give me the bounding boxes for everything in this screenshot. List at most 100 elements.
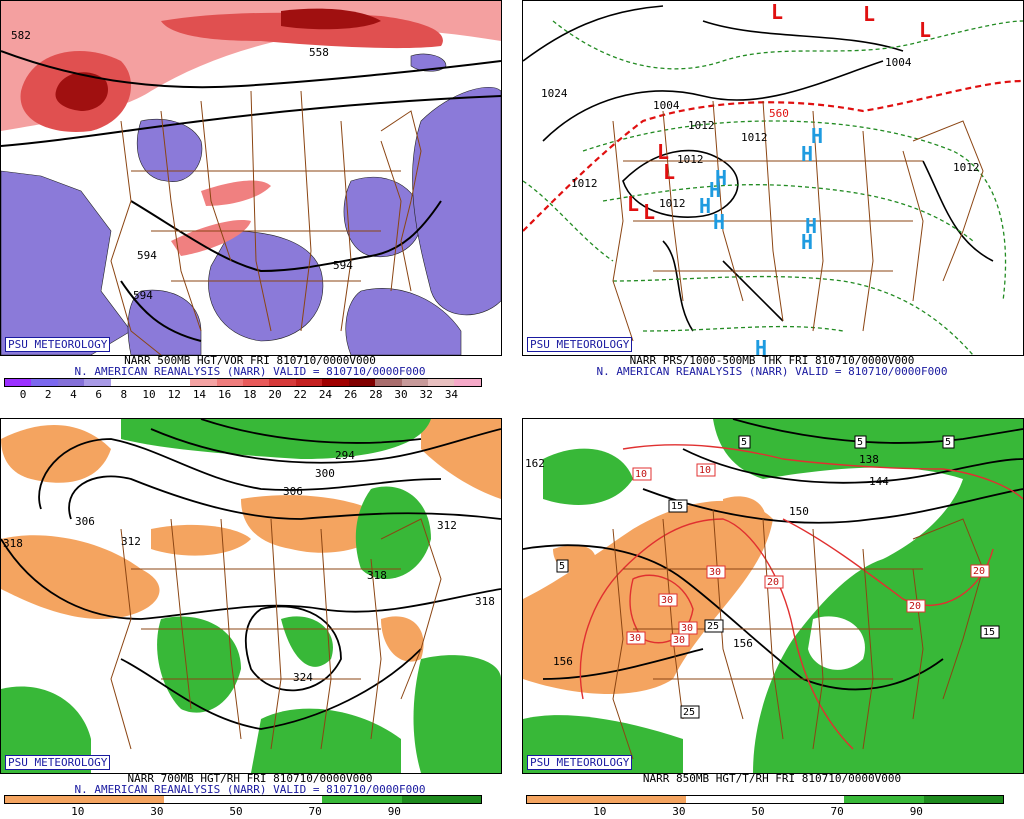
colorbar-swatch <box>110 379 138 386</box>
state-boundaries <box>110 90 422 355</box>
thickness-label: 560 <box>769 107 789 120</box>
colorbar-swatch <box>685 796 765 803</box>
colorbar-swatch <box>216 379 243 386</box>
high-marker: H <box>713 210 725 234</box>
temperature-label-box <box>942 435 955 449</box>
map-subtitle: N. AMERICAN REANALYSIS (NARR) VALID = 81… <box>74 783 426 796</box>
vorticity-colorbar-ticks: 0 2 4 6 8 10 12 14 16 18 20 22 24 26 28 30 32 34 <box>4 388 480 401</box>
psu-meteorology-badge: PSU METEOROLOGY <box>5 755 111 770</box>
temperature-label-box <box>980 625 1000 639</box>
colorbar-tick-label: 24 <box>318 388 333 401</box>
dry-areas <box>523 496 773 694</box>
negative-vorticity-areas <box>1 53 501 355</box>
colorbar-tick-label: 20 <box>268 388 282 401</box>
state-boundaries <box>612 100 984 342</box>
isobar-label: 1024 <box>541 87 568 100</box>
temperature-label-box <box>764 575 784 589</box>
colorbar-swatch <box>527 796 607 803</box>
colorbar-swatch <box>269 379 296 386</box>
temperature-label-box <box>738 435 751 449</box>
colorbar-tick-label: 50 <box>751 805 765 818</box>
colorbar-tick-label: 16 <box>218 388 232 401</box>
high-marker: H <box>715 166 727 190</box>
map-title: NARR PRS/1000-500MB THK FRI 810710/0000V… <box>629 354 915 367</box>
height-contours <box>523 419 1023 691</box>
colorbar-tick-label: 26 <box>344 388 358 401</box>
map-title: NARR 500MB HGT/VOR FRI 810710/0000V000 <box>124 354 376 367</box>
height-contours <box>1 419 501 730</box>
colorbar-tick-label: 6 <box>95 388 102 401</box>
contour-label: 594 <box>133 289 153 302</box>
map-subtitle: N. AMERICAN REANALYSIS (NARR) VALID = 81… <box>74 365 426 378</box>
low-marker: L <box>657 140 669 164</box>
temperature-label-box <box>670 633 690 647</box>
colorbar-tick-label: 70 <box>308 805 322 818</box>
temperature-label-box <box>706 565 726 579</box>
isobar-label: 1004 <box>885 56 912 69</box>
colorbar-tick-label: 30 <box>672 805 686 818</box>
contour-label: 138 <box>859 453 879 466</box>
contour-label: 318 <box>475 595 495 608</box>
contour-label: 300 <box>315 467 335 480</box>
psu-meteorology-badge: PSU METEOROLOGY <box>527 337 633 352</box>
colorbar-tick-label: 22 <box>293 388 307 401</box>
temperature-label-box <box>632 467 652 481</box>
panel-mslp-thickness: 1004 1012 1012 1012 1012 1012 1024 560 1… <box>522 0 1024 400</box>
high-pressure-markers: H H H H H H H H H <box>699 124 823 355</box>
colorbar-swatch <box>401 796 481 803</box>
temperature-label-box <box>658 593 678 607</box>
isobar-label: 1004 <box>653 99 680 112</box>
colorbar-tick-label: 90 <box>387 805 401 818</box>
temperature-label-box <box>668 499 688 513</box>
temperature-label: 10 <box>699 465 711 476</box>
colorbar-tick-label: 10 <box>71 805 85 818</box>
temperature-label: 30 <box>629 633 641 644</box>
colorbar-swatch <box>295 379 323 386</box>
positive-vorticity-areas <box>1 1 501 256</box>
contour-label: 558 <box>309 46 329 59</box>
map-850mb: 138 144 150 156 156 162 5 5 5 5 10 10 15 15 20 20… <box>522 418 1024 774</box>
vorticity-colorbar <box>4 378 482 387</box>
temperature-label: 30 <box>673 635 685 646</box>
colorbar-tick-label: 70 <box>830 805 844 818</box>
colorbar-swatch <box>322 379 349 386</box>
map-500mb: 582 558 594 594 594 PSU METEOROLOGY <box>0 0 502 356</box>
temperature-label: 20 <box>767 577 779 588</box>
panel-500mb-vorticity: 582 558 594 594 594 PSU METEOROLOGY NARR… <box>0 0 502 401</box>
colorbar-tick-label: 32 <box>419 388 433 401</box>
moist-areas <box>1 419 501 773</box>
colorbar-swatch <box>242 796 323 803</box>
panel-700mb-rh: 294 300 306 306 312 312 318 318 318 324 … <box>0 418 502 818</box>
contour-label: 156 <box>553 655 573 668</box>
temperature-label: 30 <box>681 623 693 634</box>
temperature-label: 25 <box>683 707 695 718</box>
colorbar-tick-label: 10 <box>142 388 156 401</box>
rh-colorbar <box>526 795 1004 804</box>
low-marker: L <box>643 200 655 224</box>
rh-colorbar-ticks: 10 30 50 70 90 <box>4 805 480 818</box>
colorbar-swatch <box>163 796 243 803</box>
contour-label: 156 <box>733 637 753 650</box>
state-boundaries <box>110 518 442 750</box>
contour-label: 306 <box>75 515 95 528</box>
temperature-label: 5 <box>741 437 747 448</box>
temperature-label: 30 <box>709 567 721 578</box>
temperature-label: 15 <box>671 501 683 512</box>
contour-label: 150 <box>789 505 809 518</box>
high-marker: H <box>801 230 813 254</box>
colorbar-swatch <box>242 379 270 386</box>
colorbar-tick-label: 30 <box>150 805 164 818</box>
temperature-label-box <box>626 631 646 645</box>
map-title: NARR 850MB HGT/T/RH FRI 810710/0000V000 <box>642 772 902 785</box>
colorbar-swatch <box>764 796 845 803</box>
contour-label: 306 <box>283 485 303 498</box>
temperature-label-box <box>970 564 990 578</box>
colorbar-swatch <box>84 796 164 803</box>
colorbar-swatch <box>606 796 686 803</box>
thickness-5400-line <box>523 79 1023 232</box>
colorbar-swatch <box>454 379 481 386</box>
map-mslp: 1004 1012 1012 1012 1012 1012 1024 560 1… <box>522 0 1024 356</box>
non-shaded-areas <box>794 495 893 670</box>
contour-label: 324 <box>293 671 313 684</box>
